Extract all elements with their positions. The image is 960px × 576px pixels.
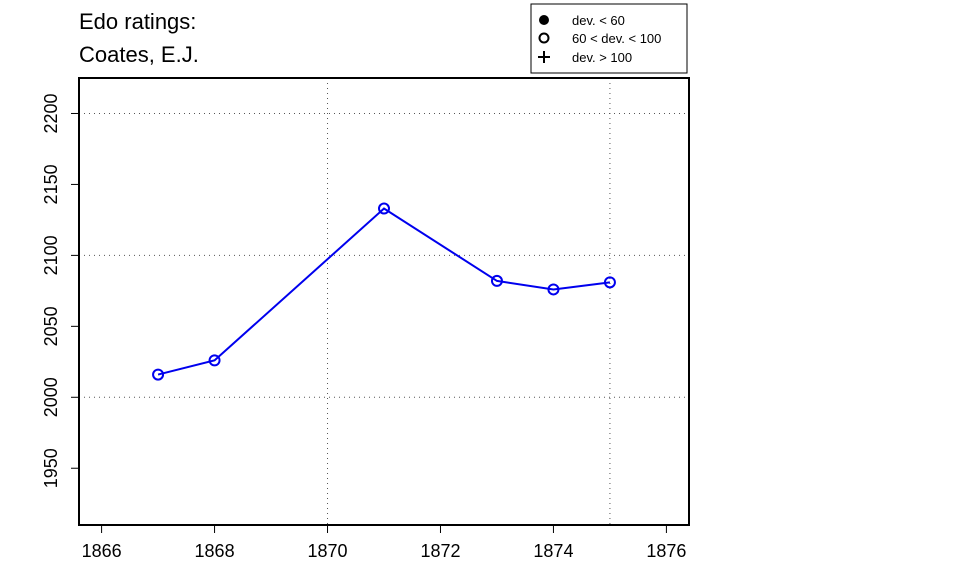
y-tick-label: 2050 [41, 306, 61, 346]
y-axis: 1950 2000 2050 2100 2150 2200 [41, 93, 79, 488]
data-point [547, 283, 560, 296]
grid [79, 78, 689, 525]
y-tick-label: 2100 [41, 235, 61, 275]
series [152, 202, 616, 381]
x-tick-label: 1874 [533, 541, 573, 561]
legend: dev. < 60 60 < dev. < 100 dev. > 100 [530, 3, 688, 74]
chart-title-line-1: Edo ratings: [79, 9, 196, 34]
x-tick-label: 1868 [195, 541, 235, 561]
chart-title-line-2: Coates, E.J. [79, 42, 199, 67]
y-tick-label: 2000 [41, 377, 61, 417]
data-point [378, 202, 390, 215]
x-axis: 1866 1868 1870 1872 1874 1876 [82, 525, 686, 561]
plot-frame [78, 77, 690, 526]
data-point [603, 276, 616, 289]
x-tick-label: 1870 [307, 541, 347, 561]
data-point [208, 354, 221, 367]
x-tick-label: 1866 [82, 541, 122, 561]
legend-label-2: 60 < dev. < 100 [572, 31, 661, 46]
y-tick-label: 2200 [41, 93, 61, 133]
legend-label-1: dev. < 60 [572, 13, 625, 28]
x-tick-label: 1876 [646, 541, 686, 561]
y-tick-label: 1950 [41, 448, 61, 488]
data-point [152, 368, 165, 381]
series-line [157, 207, 611, 376]
legend-box [530, 3, 688, 74]
legend-label-3: dev. > 100 [572, 50, 632, 65]
x-tick-label: 1872 [420, 541, 460, 561]
open-circle-icon [538, 32, 550, 44]
data-point [490, 274, 503, 287]
y-tick-label: 2150 [41, 164, 61, 204]
filled-circle-icon [539, 15, 549, 25]
